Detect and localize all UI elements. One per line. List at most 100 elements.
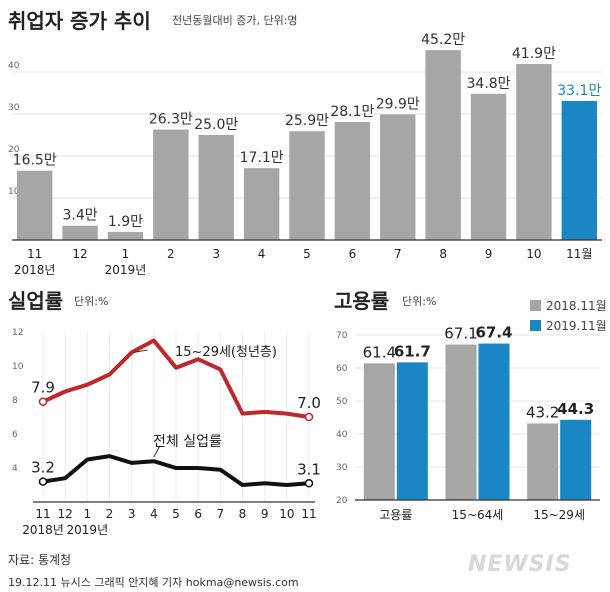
x-tick-label: 10 — [279, 507, 294, 521]
chart-subtitle: 단위:% — [402, 295, 436, 308]
x-tick-label: 1 — [122, 247, 130, 261]
bar — [561, 100, 598, 240]
bar — [516, 64, 552, 241]
chart-subtitle: 전년동월대비 증가, 단위:명 — [172, 14, 298, 27]
y-tick-label: 60 — [336, 364, 348, 374]
bar — [445, 344, 477, 500]
legend-swatch-2019 — [530, 320, 541, 331]
x-tick-label: 6 — [349, 247, 357, 261]
bar-value-label: 1.9만 — [108, 214, 143, 230]
y-tick-label: 20 — [336, 496, 348, 506]
legend-label-2019: 2019.11월 — [546, 319, 607, 333]
y-tick-label: 20 — [8, 145, 20, 155]
bar — [478, 343, 510, 500]
start-value-label: 3.2 — [31, 459, 55, 477]
bar — [560, 419, 592, 500]
year-label: 2018년 — [14, 263, 56, 277]
y-tick-label: 30 — [336, 463, 348, 473]
bar-value-label: 67.1 — [444, 325, 477, 343]
bar-value-label: 61.4 — [363, 343, 396, 361]
bar-value-label: 44.3 — [557, 400, 594, 418]
x-tick-label: 1 — [84, 507, 92, 521]
x-tick-label: 11 — [301, 507, 316, 521]
bar — [198, 135, 234, 240]
bar — [107, 232, 144, 240]
x-tick-label: 12 — [72, 247, 87, 261]
year-label: 2018년 — [22, 523, 64, 537]
x-tick-label: 8 — [439, 247, 447, 261]
y-tick-label: 8 — [12, 396, 18, 406]
employment-bar-chart: 취업자 증가 추이 전년동월대비 증가, 단위:명1020304016.5만112… — [8, 9, 602, 277]
newsis-logo: NEWSIS — [468, 552, 572, 577]
bar-value-label: 41.9만 — [512, 46, 556, 62]
x-tick-label: 8 — [239, 507, 247, 521]
y-tick-label: 40 — [336, 430, 348, 440]
y-tick-label: 10 — [12, 362, 24, 372]
year-label: 2019년 — [105, 263, 147, 277]
bar-value-label: 29.9만 — [376, 96, 420, 112]
legend-2018: 2018.11월 — [530, 297, 607, 314]
year-label: 2019년 — [67, 523, 109, 537]
chart-subtitle: 단위:% — [74, 295, 108, 308]
series-label-total: 전체 실업률 — [153, 434, 222, 450]
bar-value-label: 25.9만 — [285, 113, 329, 129]
bar — [470, 93, 507, 240]
legend-2019: 2019.11월 — [530, 317, 607, 334]
y-tick-label: 70 — [336, 331, 348, 341]
x-tick-label: 6 — [194, 507, 202, 521]
x-tick-label: 7 — [394, 247, 402, 261]
bar — [334, 121, 371, 240]
bar-value-label: 33.1만 — [557, 83, 601, 99]
end-value-label: 7.0 — [297, 394, 321, 412]
y-tick-label: 50 — [336, 397, 348, 407]
bar-value-label: 45.2만 — [421, 32, 465, 48]
endpoint-marker — [304, 479, 314, 488]
chart-title: 실업률 — [8, 289, 63, 313]
x-tick-label: 12 — [58, 507, 73, 521]
x-tick-label: 고용률 — [379, 508, 412, 522]
endpoint-marker — [304, 412, 314, 422]
series-line — [42, 454, 310, 487]
bar — [363, 363, 395, 500]
bar — [527, 423, 559, 500]
chart-title: 취업자 증가 추이 — [8, 9, 151, 33]
bar — [16, 170, 53, 240]
bar-value-label: 28.1만 — [330, 104, 374, 120]
bar-value-label: 67.4 — [475, 324, 512, 342]
x-tick-label: 11 — [27, 247, 42, 261]
x-tick-label: 4 — [150, 507, 158, 521]
bar — [243, 168, 280, 240]
y-tick-label: 10 — [8, 187, 20, 197]
y-tick-label: 4 — [12, 464, 18, 474]
bar-value-label: 43.2 — [526, 403, 559, 421]
endpoint-marker — [38, 397, 48, 406]
bar-value-label: 34.8만 — [467, 76, 511, 92]
bar — [380, 114, 416, 240]
y-tick-label: 12 — [12, 328, 23, 338]
bar — [396, 362, 428, 500]
bar-value-label: 3.4만 — [62, 208, 97, 224]
x-tick-label: 10 — [526, 247, 541, 261]
x-tick-label: 5 — [172, 507, 180, 521]
x-tick-label: 15~29세 — [533, 508, 585, 522]
bar — [62, 225, 98, 240]
x-tick-label: 3 — [212, 247, 220, 261]
x-tick-label: 9 — [261, 507, 269, 521]
x-tick-label: 9 — [485, 247, 493, 261]
y-tick-label: 30 — [8, 103, 20, 113]
x-tick-label: 11월 — [566, 247, 592, 261]
bar-value-label: 25.0만 — [194, 117, 238, 133]
x-tick-label: 11 — [35, 507, 50, 521]
x-tick-label: 7 — [217, 507, 225, 521]
series-line — [42, 338, 310, 419]
leader-line — [133, 349, 148, 353]
bar — [153, 129, 189, 240]
x-tick-label: 15~64세 — [452, 508, 504, 522]
end-value-label: 3.1 — [297, 460, 321, 478]
bar-value-label: 61.7 — [394, 342, 431, 360]
x-tick-label: 4 — [258, 247, 266, 261]
x-tick-label: 5 — [303, 247, 311, 261]
